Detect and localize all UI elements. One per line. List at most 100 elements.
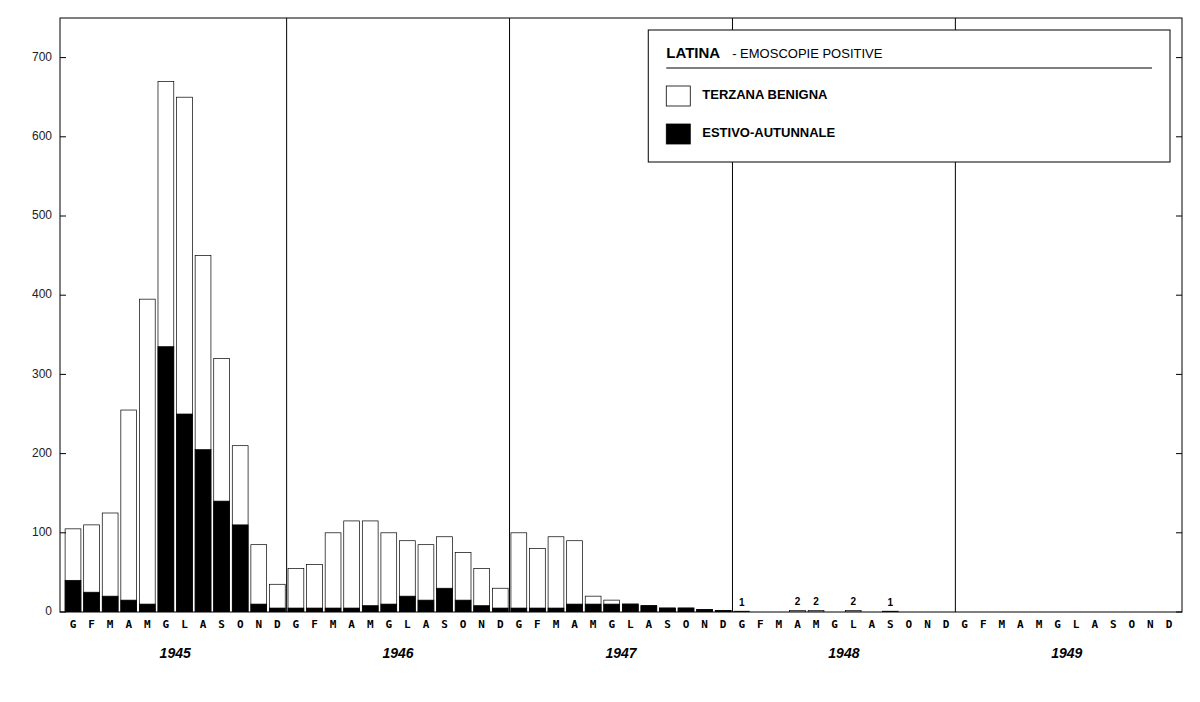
month-label: N	[478, 618, 485, 631]
year-label: 1949	[1051, 645, 1082, 661]
chart-svg: 0100200300400500600700GFMAMGLASONDGFMAMG…	[0, 0, 1200, 702]
month-label: D	[274, 618, 281, 631]
bar	[399, 596, 415, 612]
bar	[492, 608, 508, 612]
bar	[622, 604, 638, 612]
month-label: A	[1017, 618, 1024, 631]
month-label: A	[423, 618, 430, 631]
legend-entry: TERZANA BENIGNA	[702, 87, 828, 102]
month-label: G	[385, 618, 392, 631]
month-label: O	[1129, 618, 1136, 631]
legend-title: LATINA- EMOSCOPIE POSITIVE	[666, 44, 882, 61]
bar	[641, 606, 657, 612]
month-label: A	[794, 618, 801, 631]
bar	[232, 446, 248, 612]
month-label: O	[237, 618, 244, 631]
bar	[158, 347, 174, 612]
y-tick-label: 700	[32, 50, 52, 64]
bar	[288, 608, 304, 612]
bar	[102, 596, 118, 612]
bar	[251, 604, 267, 612]
month-label: M	[776, 618, 783, 631]
bar	[604, 600, 620, 612]
y-tick	[60, 295, 66, 296]
month-label: A	[200, 618, 207, 631]
bar	[344, 521, 360, 612]
month-label: A	[348, 618, 355, 631]
bar	[381, 604, 397, 612]
bar	[585, 604, 601, 612]
month-label: M	[1036, 618, 1043, 631]
month-label: L	[850, 618, 857, 631]
y-tick	[60, 57, 66, 58]
bar	[399, 541, 415, 612]
legend-swatch	[666, 86, 690, 106]
bar	[548, 537, 564, 612]
plot-background	[60, 18, 1182, 612]
bar	[604, 604, 620, 612]
y-tick-right	[1176, 532, 1182, 533]
bar	[269, 608, 285, 612]
bar	[214, 501, 230, 612]
value-label: 2	[813, 596, 819, 607]
value-label: 1	[888, 597, 894, 608]
month-label: L	[404, 618, 411, 631]
bar	[567, 541, 583, 612]
bar	[418, 600, 434, 612]
bar	[177, 414, 193, 612]
bar	[158, 81, 174, 612]
bar	[381, 533, 397, 612]
y-tick-label: 100	[32, 525, 52, 539]
bar	[84, 592, 100, 612]
month-label: F	[534, 618, 541, 631]
bar	[195, 450, 211, 612]
month-label: M	[144, 618, 151, 631]
bar	[121, 600, 137, 612]
month-label: G	[293, 618, 300, 631]
bar	[121, 410, 137, 612]
month-label: O	[906, 618, 913, 631]
bar	[548, 608, 564, 612]
year-label: 1946	[383, 645, 414, 661]
bar	[474, 606, 490, 612]
bar	[325, 608, 341, 612]
title-underline	[666, 67, 1152, 68]
y-tick-right	[1176, 612, 1182, 613]
y-tick-label: 500	[32, 208, 52, 222]
y-tick-right	[1176, 57, 1182, 58]
bar	[455, 600, 471, 612]
value-label: 2	[795, 596, 801, 607]
month-label: M	[330, 618, 337, 631]
y-tick-label: 200	[32, 446, 52, 460]
year-label: 1947	[605, 645, 637, 661]
y-tick-label: 0	[45, 604, 52, 618]
y-tick	[60, 612, 66, 613]
bar	[84, 525, 100, 612]
bar	[251, 545, 267, 612]
bar	[660, 608, 676, 612]
month-label: G	[831, 618, 838, 631]
year-label: 1945	[160, 645, 191, 661]
year-separator	[286, 18, 287, 612]
month-label: A	[571, 618, 578, 631]
month-label: S	[1110, 618, 1117, 631]
month-label: M	[998, 618, 1005, 631]
bar	[641, 606, 657, 612]
bar	[455, 553, 471, 612]
bar	[530, 608, 546, 612]
bar	[177, 97, 193, 612]
month-label: G	[1054, 618, 1061, 631]
month-label: N	[255, 618, 262, 631]
month-label: O	[460, 618, 467, 631]
bar	[511, 533, 527, 612]
bar	[622, 604, 638, 612]
y-tick-label: 600	[32, 129, 52, 143]
y-tick	[60, 532, 66, 533]
bar	[214, 359, 230, 612]
year-separator	[509, 18, 510, 612]
y-tick-label: 300	[32, 367, 52, 381]
y-tick	[60, 453, 66, 454]
month-label: F	[757, 618, 764, 631]
month-label: D	[943, 618, 950, 631]
legend-swatch	[666, 124, 690, 144]
